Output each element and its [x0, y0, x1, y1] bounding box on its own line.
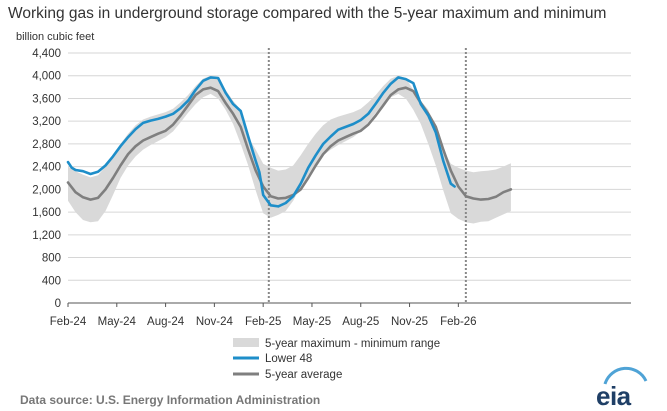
y-tick-label-2400: 2,400	[32, 162, 61, 174]
y-tick-label-0: 0	[55, 298, 61, 310]
y-tick-label-1600: 1,600	[32, 207, 61, 219]
x-tick-label-May-24: May-24	[98, 316, 137, 328]
y-tick-labels: 0 400 800 1,200 1,600 2,000 2,400 2,800 3,200 3,6…	[32, 48, 61, 310]
x-tick-label-May-25: May-25	[293, 316, 331, 328]
x-tick-label-Feb-26: Feb-26	[440, 316, 476, 328]
legend-swatch-range	[233, 338, 259, 347]
y-axis-unit-label: billion cubic feet	[16, 31, 94, 43]
data-source-note: Data source: U.S. Energy Information Adm…	[20, 393, 320, 407]
chart-title: Working gas in underground storage compa…	[8, 5, 606, 22]
vertical-markers	[267, 48, 467, 303]
x-tick-labels: Feb-24 May-24 Aug-24 Nov-24 Feb-25 May-25 Aug-…	[50, 303, 477, 328]
legend: 5-year maximum - minimum range Lower 48 …	[233, 338, 440, 381]
series-line-5yr-average	[66, 86, 513, 201]
y-tick-label-2800: 2,800	[32, 139, 61, 151]
range-band	[68, 75, 511, 224]
y-tick-label-800: 800	[42, 253, 61, 265]
x-tick-label-Nov-24: Nov-24	[196, 316, 234, 328]
series-line-lower48	[66, 76, 456, 208]
y-tick-label-3200: 3,200	[32, 116, 61, 128]
y-tick-label-400: 400	[42, 275, 61, 287]
x-tick-label-Feb-24: Feb-24	[50, 316, 87, 328]
range-band-layer	[68, 75, 511, 224]
y-tick-label-1200: 1,200	[32, 230, 61, 242]
x-tick-label-Aug-24: Aug-24	[147, 316, 185, 328]
gridlines	[68, 52, 631, 281]
y-tick-label-2000: 2,000	[32, 184, 61, 196]
y-tick-label-4000: 4,000	[32, 71, 61, 83]
legend-label-range: 5-year maximum - minimum range	[265, 338, 440, 350]
x-tick-label-Aug-25: Aug-25	[342, 316, 379, 328]
legend-label-lower48: Lower 48	[265, 353, 312, 365]
legend-label-average: 5-year average	[265, 369, 342, 381]
logo-arc	[603, 366, 648, 385]
x-tick-label-Feb-25: Feb-25	[245, 316, 281, 328]
eia-logo: eia	[596, 366, 648, 411]
x-tick-label-Nov-25: Nov-25	[391, 316, 428, 328]
y-tick-label-4400: 4,400	[32, 48, 61, 60]
y-tick-label-3600: 3,600	[32, 93, 61, 105]
series-lines	[66, 76, 513, 208]
eia-logo-text: eia	[596, 381, 632, 411]
